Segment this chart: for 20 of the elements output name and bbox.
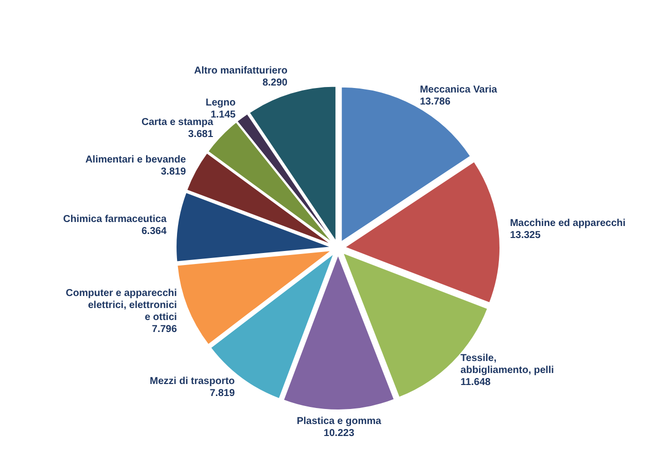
data-label: 13.786 <box>420 96 451 108</box>
slice-label: Legno <box>206 98 236 109</box>
data-label: 13.325 <box>510 230 541 242</box>
slice-label: Plastica e gomma <box>296 416 382 427</box>
slice-label: Meccanica Varia <box>420 84 498 96</box>
slice-label: Mezzi di trasporto <box>150 376 235 387</box>
data-label: 7.796 <box>152 324 178 336</box>
data-label: 3.819 <box>160 166 186 178</box>
slice-label: Computer e apparecchi elettrici, elettronici e ottici <box>66 288 178 324</box>
data-label: 11.648 <box>460 377 492 388</box>
data-label: 7.819 <box>210 388 236 399</box>
slice-label: Altro manifatturiero <box>194 66 288 77</box>
slice-label: Macchine ed apparecchi <box>510 218 626 230</box>
slice-label: Chimica farmaceutica <box>63 214 167 226</box>
data-label: 10.223 <box>324 428 355 439</box>
data-label: 3.681 <box>188 129 214 140</box>
slice-label: Alimentari e bevande <box>85 154 186 166</box>
data-label: 6.364 <box>141 226 167 238</box>
data-label: 8.290 <box>262 78 288 89</box>
slice-label: Tessile, abbigliamento, pelli <box>460 353 554 376</box>
